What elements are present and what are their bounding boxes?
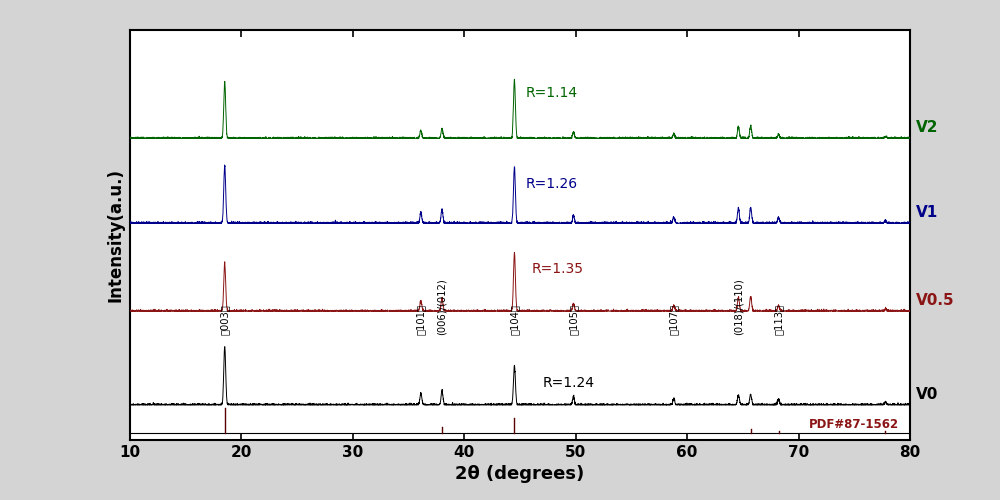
Text: （104）: （104） xyxy=(509,304,519,334)
Text: （107）: （107） xyxy=(669,304,679,334)
Text: （003）: （003） xyxy=(220,304,230,334)
Text: (006)/(012): (006)/(012) xyxy=(437,278,447,334)
Text: (018)/(110): (018)/(110) xyxy=(733,278,743,334)
Text: R=1.24: R=1.24 xyxy=(542,376,594,390)
Text: R=1.35: R=1.35 xyxy=(531,262,583,276)
Y-axis label: Intensity(a.u.): Intensity(a.u.) xyxy=(106,168,124,302)
Text: PDF#87-1562: PDF#87-1562 xyxy=(809,418,899,431)
Text: R=1.26: R=1.26 xyxy=(526,177,578,191)
X-axis label: 2θ (degrees): 2θ (degrees) xyxy=(455,466,585,483)
Text: V2: V2 xyxy=(916,120,938,136)
Text: （105）: （105） xyxy=(568,304,578,334)
Text: R=1.14: R=1.14 xyxy=(526,86,578,101)
Text: （113）: （113） xyxy=(774,304,784,334)
Text: （101）: （101） xyxy=(416,304,426,334)
Text: V0: V0 xyxy=(916,387,938,402)
Text: V0.5: V0.5 xyxy=(916,293,954,308)
Text: V1: V1 xyxy=(916,206,938,220)
